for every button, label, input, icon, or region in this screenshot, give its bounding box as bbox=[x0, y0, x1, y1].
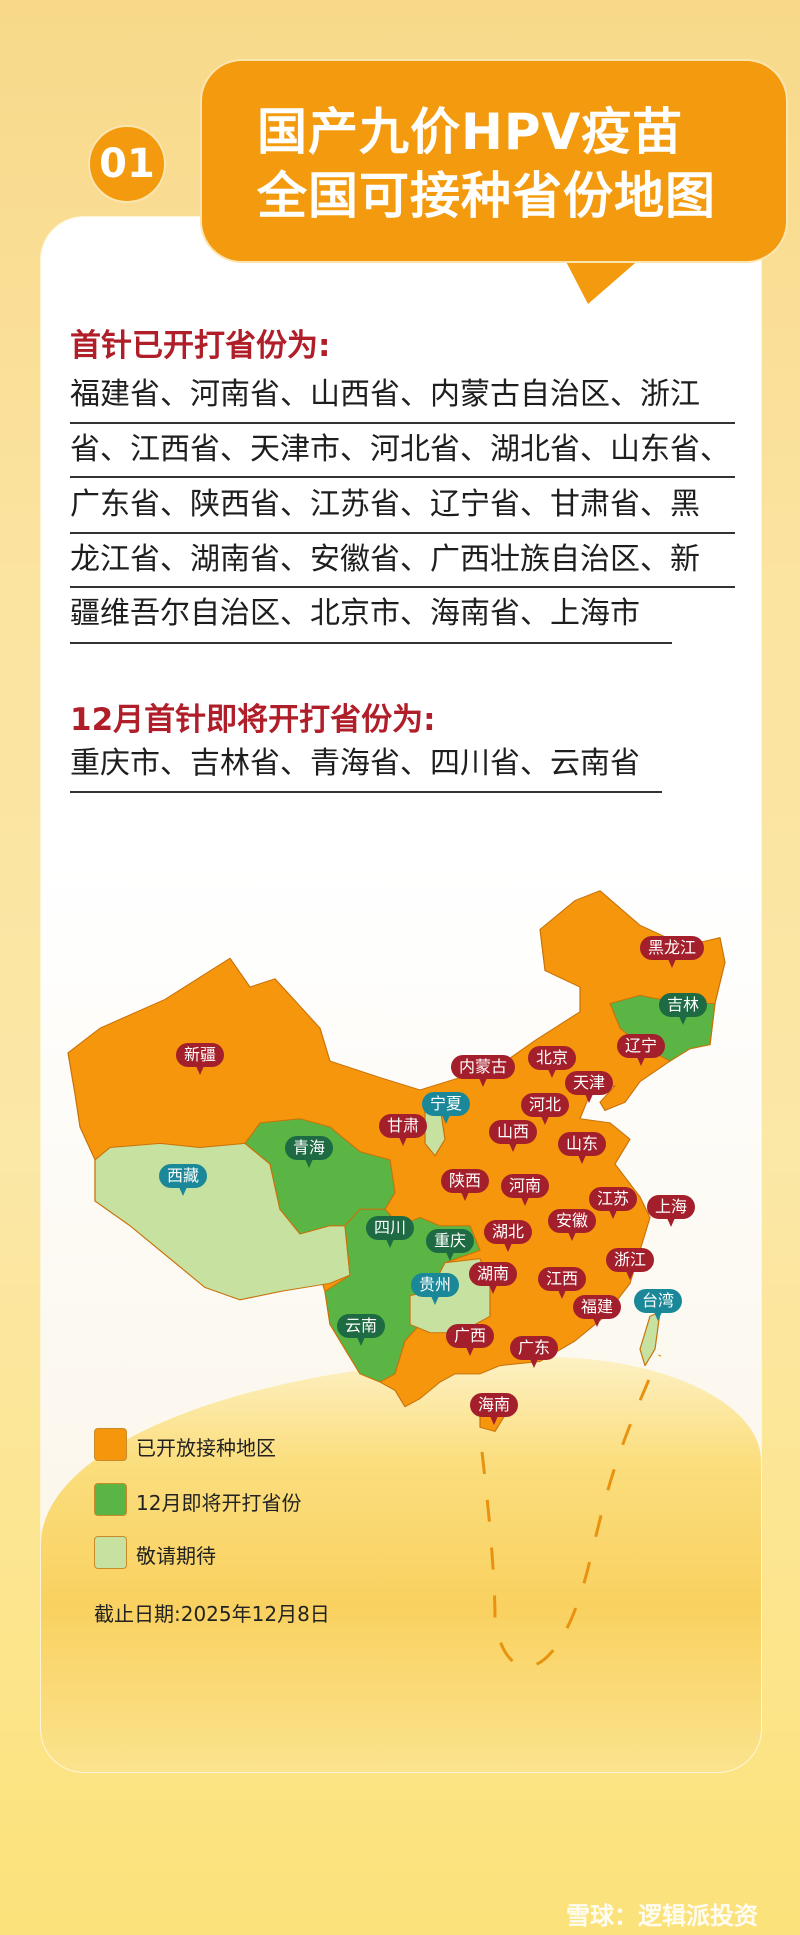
december-line: 重庆市、吉林省、青海省、四川省、云南省 bbox=[70, 746, 640, 781]
map-label: 青海 bbox=[284, 1136, 334, 1168]
map-label: 河南 bbox=[500, 1174, 550, 1206]
map-label: 北京 bbox=[527, 1046, 577, 1078]
map-label: 湖北 bbox=[483, 1220, 533, 1252]
map-label: 广东 bbox=[509, 1336, 559, 1368]
map-label: 宁夏 bbox=[421, 1092, 471, 1124]
legend-swatch-opened bbox=[94, 1428, 127, 1461]
legend-label: 12月即将开打省份 bbox=[136, 1491, 302, 1515]
map-label: 新疆 bbox=[175, 1043, 225, 1075]
underline bbox=[70, 476, 735, 478]
underline bbox=[70, 586, 735, 588]
map-label: 湖南 bbox=[468, 1262, 518, 1294]
map-label: 西藏 bbox=[158, 1164, 208, 1196]
opened-line: 省、江西省、天津市、河北省、湖北省、山东省、 bbox=[70, 432, 730, 467]
map-label: 台湾 bbox=[633, 1289, 683, 1321]
december-heading: 12月首针即将开打省份为: bbox=[70, 702, 436, 738]
map-label: 黑龙江 bbox=[639, 936, 705, 968]
map-label: 重庆 bbox=[425, 1229, 475, 1261]
legend-swatch-pending bbox=[94, 1536, 127, 1569]
speech-bubble-tail bbox=[560, 250, 650, 304]
map-label: 福建 bbox=[572, 1295, 622, 1327]
map-label: 云南 bbox=[336, 1314, 386, 1346]
legend-label: 敬请期待 bbox=[136, 1544, 216, 1568]
map-label: 上海 bbox=[646, 1195, 696, 1227]
opened-line: 疆维吾尔自治区、北京市、海南省、上海市 bbox=[70, 596, 640, 631]
map-label: 江苏 bbox=[588, 1187, 638, 1219]
opened-line: 福建省、河南省、山西省、内蒙古自治区、浙江 bbox=[70, 377, 700, 412]
map-label: 山东 bbox=[557, 1132, 607, 1164]
title-bubble bbox=[200, 59, 788, 263]
decorative-wave bbox=[41, 1357, 761, 1772]
map-label: 陕西 bbox=[440, 1169, 490, 1201]
underline bbox=[70, 532, 735, 534]
map-label: 天津 bbox=[564, 1071, 614, 1103]
map-label: 河北 bbox=[520, 1093, 570, 1125]
underline bbox=[70, 422, 735, 424]
map-label: 广西 bbox=[445, 1324, 495, 1356]
page-title: 国产九价HPV疫苗 全国可接种省份地图 bbox=[257, 100, 716, 228]
map-label: 辽宁 bbox=[616, 1034, 666, 1066]
section-number-badge: 01 bbox=[88, 125, 166, 203]
map-label: 内蒙古 bbox=[450, 1055, 516, 1087]
opened-heading: 首针已开打省份为: bbox=[70, 328, 331, 364]
map-label: 江西 bbox=[537, 1267, 587, 1299]
underline bbox=[70, 791, 662, 793]
map-label: 山西 bbox=[488, 1120, 538, 1152]
legend-swatch-december bbox=[94, 1483, 127, 1516]
cutoff-date: 截止日期:2025年12月8日 bbox=[94, 1602, 330, 1626]
opened-line: 广东省、陕西省、江苏省、辽宁省、甘肃省、黑 bbox=[70, 487, 700, 522]
map-label: 安徽 bbox=[547, 1209, 597, 1241]
title-line-1: 国产九价HPV疫苗 bbox=[257, 103, 684, 161]
underline bbox=[70, 642, 672, 644]
map-label: 浙江 bbox=[605, 1248, 655, 1280]
map-label: 海南 bbox=[469, 1393, 519, 1425]
opened-line: 龙江省、湖南省、安徽省、广西壮族自治区、新 bbox=[70, 542, 700, 577]
nine-dash-line bbox=[480, 1354, 662, 1669]
map-label: 四川 bbox=[365, 1216, 415, 1248]
legend-label: 已开放接种地区 bbox=[136, 1436, 276, 1460]
map-label: 贵州 bbox=[410, 1273, 460, 1305]
map-label: 吉林 bbox=[658, 993, 708, 1025]
map-label: 甘肃 bbox=[378, 1114, 428, 1146]
title-line-2: 全国可接种省份地图 bbox=[257, 167, 716, 225]
watermark: 雪球：逻辑派投资 bbox=[566, 1902, 758, 1930]
